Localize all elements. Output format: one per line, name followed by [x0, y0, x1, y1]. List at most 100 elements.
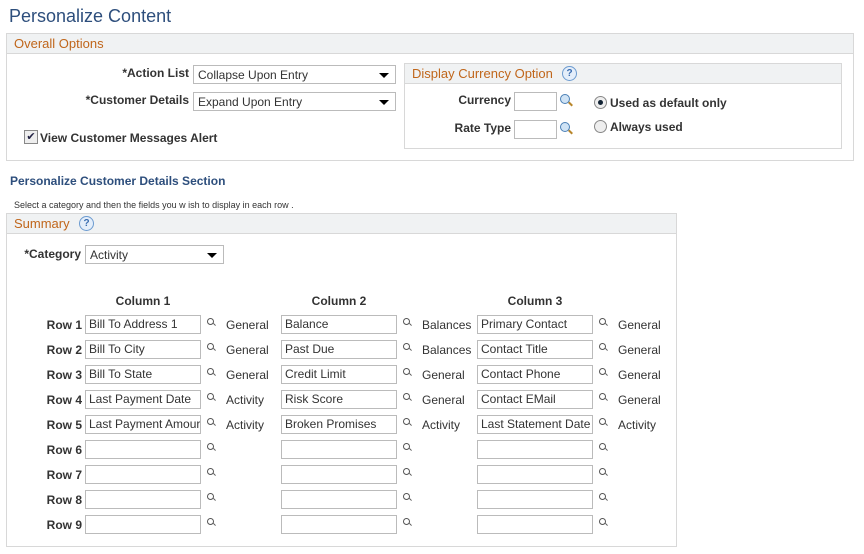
search-icon[interactable] [403, 443, 410, 450]
search-icon[interactable] [207, 368, 214, 375]
search-icon[interactable] [207, 443, 214, 450]
search-icon[interactable] [599, 418, 606, 425]
search-icon[interactable] [403, 318, 410, 325]
row-label: Row 7 [46, 468, 82, 482]
row-field-input[interactable] [477, 465, 593, 484]
search-icon[interactable] [599, 518, 606, 525]
row-label: Row 2 [46, 343, 82, 357]
field-category: General [226, 343, 269, 357]
search-icon[interactable] [207, 393, 214, 400]
row-field-input[interactable]: Last Payment Amour [85, 415, 201, 434]
row-field-input[interactable] [477, 440, 593, 459]
search-icon[interactable] [403, 418, 410, 425]
summary-header: Summary [7, 214, 676, 234]
view-alert-label: View Customer Messages Alert [40, 131, 218, 145]
field-category: Balances [422, 318, 472, 332]
search-icon[interactable] [599, 343, 606, 350]
row-field-input[interactable]: Risk Score [281, 390, 397, 409]
row-field-input[interactable]: Past Due [281, 340, 397, 359]
search-icon[interactable] [207, 518, 214, 525]
display-currency-group: Display Currency Option [404, 63, 842, 149]
used-as-default-label: Used as default only [610, 96, 727, 110]
search-icon[interactable] [599, 368, 606, 375]
search-icon[interactable] [207, 493, 214, 500]
used-as-default-radio[interactable] [594, 96, 607, 109]
search-icon[interactable] [403, 393, 410, 400]
search-icon[interactable] [207, 343, 214, 350]
help-icon[interactable]: ? [79, 216, 94, 231]
rate-type-input[interactable] [514, 120, 557, 139]
row-field-input[interactable]: Last Statement Date [477, 415, 593, 434]
row-label: Row 3 [46, 368, 82, 382]
always-used-label: Always used [610, 120, 683, 134]
row-label: Row 1 [46, 318, 82, 332]
field-category: General [226, 318, 269, 332]
always-used-radio[interactable] [594, 120, 607, 133]
row-field-input[interactable] [281, 465, 397, 484]
search-icon[interactable] [599, 318, 606, 325]
search-icon[interactable] [207, 318, 214, 325]
row-field-input[interactable]: Bill To City [85, 340, 201, 359]
search-icon[interactable] [599, 493, 606, 500]
search-icon[interactable] [403, 468, 410, 475]
column-header: Column 2 [311, 294, 367, 308]
category-value: Activity [90, 248, 129, 262]
customer-details-value: Expand Upon Entry [198, 95, 303, 109]
row-field-input[interactable] [85, 490, 201, 509]
row-field-input[interactable]: Credit Limit [281, 365, 397, 384]
search-icon[interactable] [207, 418, 214, 425]
row-field-input[interactable] [281, 515, 397, 534]
row-field-input[interactable]: Contact Phone [477, 365, 593, 384]
row-label: Row 9 [46, 518, 82, 532]
search-icon[interactable] [403, 368, 410, 375]
row-field-input[interactable] [85, 440, 201, 459]
row-field-input[interactable]: Contact EMail [477, 390, 593, 409]
field-category: General [422, 368, 465, 382]
row-field-input[interactable] [281, 440, 397, 459]
action-list-value: Collapse Upon Entry [198, 68, 309, 82]
field-category: Balances [422, 343, 472, 357]
search-icon[interactable] [403, 518, 410, 525]
chevron-down-icon [379, 73, 389, 78]
row-field-input[interactable]: Bill To Address 1 [85, 315, 201, 334]
chevron-down-icon [379, 100, 389, 105]
field-category: Activity [226, 393, 265, 407]
row-field-input[interactable]: Bill To State [85, 365, 201, 384]
chevron-down-icon [207, 253, 217, 258]
instructions: Select a category and then the fields yo… [14, 200, 294, 210]
field-category: General [422, 393, 465, 407]
search-icon[interactable] [599, 443, 606, 450]
row-field-input[interactable]: Last Payment Date [85, 390, 201, 409]
row-field-input[interactable] [477, 515, 593, 534]
row-field-input[interactable] [85, 465, 201, 484]
search-icon[interactable] [403, 343, 410, 350]
search-icon[interactable] [560, 122, 570, 132]
row-field-input[interactable]: Primary Contact [477, 315, 593, 334]
row-field-input[interactable]: Balance [281, 315, 397, 334]
row-field-input[interactable] [85, 515, 201, 534]
customer-details-select[interactable]: Expand Upon Entry [193, 92, 396, 111]
display-currency-header: Display Currency Option [405, 64, 841, 84]
section-title: Personalize Customer Details Section [10, 174, 226, 188]
search-icon[interactable] [599, 468, 606, 475]
row-field-input[interactable] [281, 490, 397, 509]
action-list-select[interactable]: Collapse Upon Entry [193, 65, 396, 84]
help-icon[interactable]: ? [562, 66, 577, 81]
field-category: General [618, 393, 661, 407]
field-category: Activity [422, 418, 461, 432]
field-category: Activity [618, 418, 657, 432]
search-icon[interactable] [207, 468, 214, 475]
row-field-input[interactable]: Contact Title [477, 340, 593, 359]
row-label: Row 8 [46, 493, 82, 507]
row-label: Row 5 [46, 418, 82, 432]
category-select[interactable]: Activity [85, 245, 224, 264]
search-icon[interactable] [560, 94, 570, 104]
search-icon[interactable] [403, 493, 410, 500]
row-field-input[interactable] [477, 490, 593, 509]
row-field-input[interactable]: Broken Promises [281, 415, 397, 434]
field-category: General [618, 368, 661, 382]
view-alert-checkbox[interactable]: ✔ [24, 130, 38, 144]
overall-options-header: Overall Options [7, 34, 853, 54]
search-icon[interactable] [599, 393, 606, 400]
currency-input[interactable] [514, 92, 557, 111]
